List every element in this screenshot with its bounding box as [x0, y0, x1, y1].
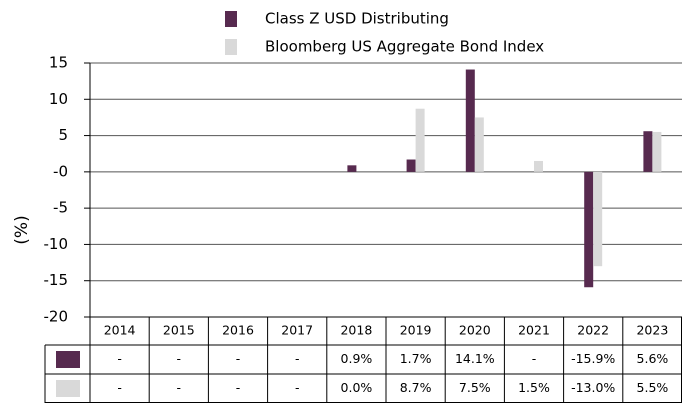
- legend-swatch: [225, 11, 237, 27]
- data-label: 0.0%: [341, 380, 373, 395]
- data-label: -13.0%: [571, 380, 615, 395]
- x-tick-label: 2014: [104, 323, 136, 338]
- data-label: 8.7%: [400, 380, 432, 395]
- data-label: -: [236, 380, 241, 395]
- x-tick-label: 2019: [400, 323, 432, 338]
- data-label: 14.1%: [455, 351, 495, 366]
- data-label: 1.5%: [518, 380, 550, 395]
- x-tick-label: 2021: [518, 323, 550, 338]
- bar: [474, 117, 484, 172]
- bar: [347, 165, 357, 172]
- bar: [465, 69, 475, 172]
- data-label: 1.7%: [400, 351, 432, 366]
- data-label: -: [177, 351, 182, 366]
- legend-label: Bloomberg US Aggregate Bond Index: [265, 38, 544, 56]
- table-swatch: [56, 351, 80, 368]
- y-tick-label: 15: [49, 54, 68, 72]
- x-tick-label: 2018: [340, 323, 372, 338]
- x-tick-label: 2015: [163, 323, 195, 338]
- data-label: -15.9%: [571, 351, 615, 366]
- table-swatch: [56, 380, 80, 397]
- bar: [584, 171, 594, 288]
- y-axis-label: (%): [12, 215, 32, 244]
- y-tick-label: -20: [44, 308, 69, 326]
- y-tick-label: -5: [53, 199, 68, 217]
- x-tick-label: 2016: [222, 323, 254, 338]
- x-tick-label: 2020: [459, 323, 491, 338]
- data-label: -: [117, 351, 122, 366]
- legend-swatch: [225, 39, 237, 55]
- bar: [643, 131, 653, 172]
- data-label: 5.5%: [637, 380, 669, 395]
- y-tick-label: 5: [58, 126, 68, 144]
- data-label: -: [117, 380, 122, 395]
- data-label: -: [177, 380, 182, 395]
- bar: [652, 131, 662, 172]
- data-label: -: [236, 351, 241, 366]
- bar: [406, 159, 416, 172]
- data-label: 5.6%: [637, 351, 669, 366]
- y-tick-label: -0: [53, 162, 68, 180]
- legend-label: Class Z USD Distributing: [265, 10, 449, 28]
- data-label: 0.9%: [341, 351, 373, 366]
- x-tick-label: 2023: [636, 323, 668, 338]
- bar: [415, 108, 425, 172]
- bar: [593, 171, 603, 267]
- data-label: 7.5%: [459, 380, 491, 395]
- data-label: -: [532, 351, 537, 366]
- bar: [534, 160, 543, 172]
- data-label: -: [295, 351, 300, 366]
- y-tick-label: -10: [44, 235, 69, 253]
- x-tick-label: 2022: [577, 323, 609, 338]
- y-tick-label: 10: [49, 90, 68, 108]
- y-tick-label: -15: [44, 271, 69, 289]
- data-label: -: [295, 380, 300, 395]
- x-tick-label: 2017: [281, 323, 313, 338]
